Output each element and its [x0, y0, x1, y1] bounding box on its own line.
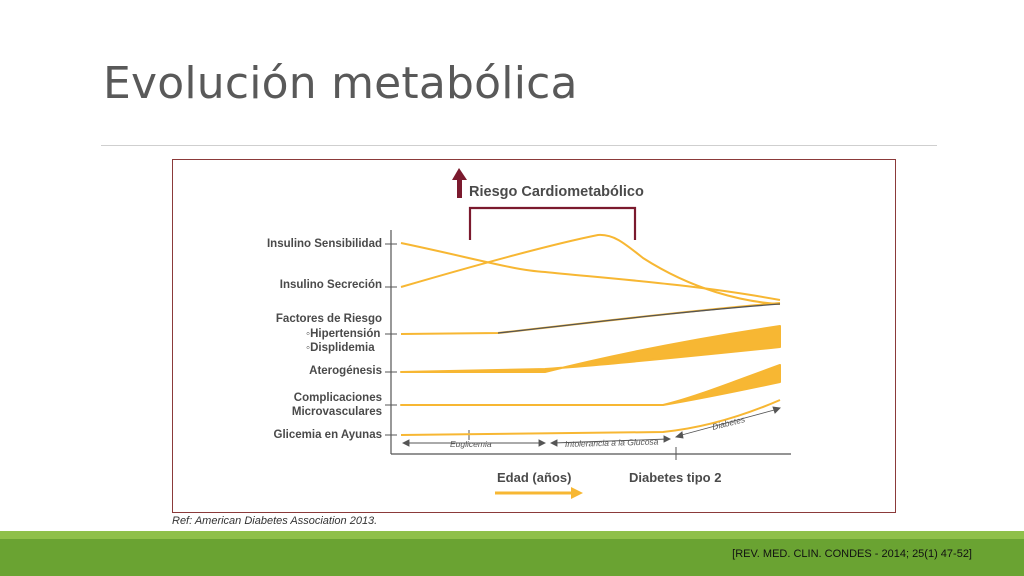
figure-caption: Ref: American Diabetes Association 2013. [172, 515, 378, 527]
title-divider [101, 145, 937, 146]
phase-arrows [401, 406, 781, 447]
label-displidemia: ◦Displidemia [306, 342, 375, 354]
label-complicaciones: Complicaciones [294, 392, 382, 404]
curve-glicemia [400, 399, 781, 436]
footer-accent-bar [0, 531, 1024, 539]
label-insulino-secrecion: Insulino Secreción [280, 279, 382, 291]
line-displidemia [497, 303, 781, 334]
phase-euglicemia: Euglicemia [450, 439, 492, 449]
label-glicemia: Glicemia en Ayunas [274, 429, 382, 441]
curve-factores-riesgo [400, 302, 781, 335]
label-factores-riesgo: Factores de Riesgo [276, 313, 382, 325]
event-label: Diabetes tipo 2 [629, 470, 721, 485]
figure-frame: Riesgo Cardiometabólico Insulino Sensibi… [172, 159, 896, 513]
footer-bar [0, 539, 1024, 576]
band-aterogenesis [400, 325, 781, 373]
phase-diabetes: Diabetes [711, 414, 747, 432]
risk-header: Riesgo Cardiometabólico [469, 184, 644, 200]
footer-reference: [REV. MED. CLIN. CONDES - 2014; 25(1) 47… [732, 548, 972, 560]
risk-bracket [468, 206, 637, 240]
x-axis-label: Edad (años) [497, 470, 571, 485]
curve-insulino-secrecion [400, 233, 781, 305]
y-ticks [385, 243, 397, 436]
age-arrow-icon [495, 487, 583, 499]
label-insulino-sensibilidad: Insulino Sensibilidad [267, 238, 382, 250]
slide-title: Evolución metabólica [103, 58, 578, 109]
metabolic-evolution-diagram: Riesgo Cardiometabólico Insulino Sensibi… [267, 168, 791, 499]
band-complicaciones [400, 364, 781, 406]
label-aterogenesis: Aterogénesis [309, 365, 382, 377]
phase-intolerancia: Intolerancia a la Glucosa [565, 437, 659, 449]
label-microvasculares: Microvasculares [292, 406, 382, 418]
risk-arrow-icon [452, 168, 467, 198]
label-hipertension: ◦Hipertensión [306, 328, 380, 340]
